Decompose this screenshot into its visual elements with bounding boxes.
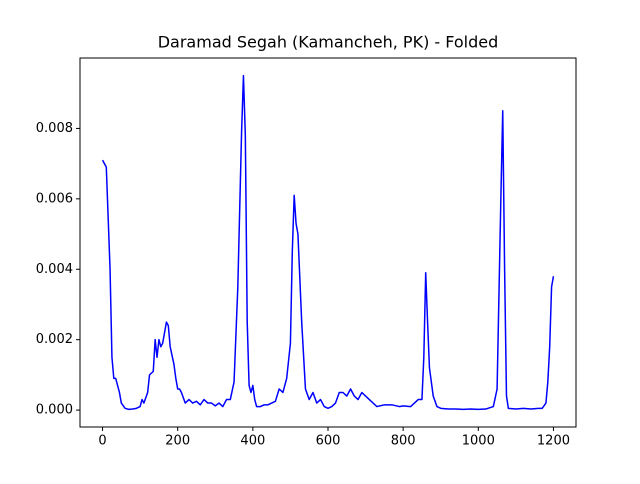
x-tick-label: 200	[165, 434, 190, 449]
x-tick-label: 400	[240, 434, 265, 449]
x-tick-label: 600	[316, 434, 341, 449]
data-line	[101, 74, 555, 411]
x-tick-label: 0	[98, 434, 106, 449]
chart-title: Daramad Segah (Kamancheh, PK) - Folded	[158, 33, 499, 52]
x-tick-label: 800	[391, 434, 416, 449]
x-tick-label: 1000	[462, 434, 495, 449]
y-tick-label: 0.004	[36, 262, 73, 277]
y-tick-label: 0.002	[36, 332, 73, 347]
y-tick-label: 0.006	[36, 191, 73, 206]
y-tick-label: 0.008	[36, 121, 73, 136]
x-tick-label: 1200	[537, 434, 570, 449]
y-tick-label: 0.000	[36, 403, 73, 418]
